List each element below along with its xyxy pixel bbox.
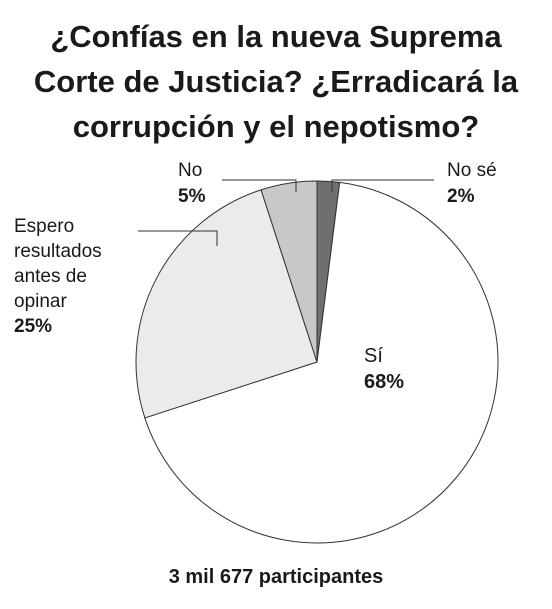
pie-slice-espero bbox=[135, 189, 318, 419]
slice-value-no-se: 2% bbox=[447, 186, 475, 207]
slice-value-espero: 25% bbox=[14, 316, 53, 337]
slice-name-no-se: No sé bbox=[447, 160, 497, 181]
slice-label-no: No 5% bbox=[178, 158, 205, 210]
participants-count: 3 mil 677 participantes bbox=[168, 566, 384, 588]
title-line-1: ¿Confías en la nueva Suprema bbox=[50, 19, 502, 54]
pie-slice-si bbox=[144, 181, 499, 544]
slice-name-espero-line-4: opinar bbox=[14, 291, 67, 312]
slice-label-no-se: No sé 2% bbox=[447, 158, 497, 210]
slice-name-espero-line-1: Espero bbox=[14, 216, 75, 237]
slice-name-si: Sí bbox=[364, 345, 383, 367]
title-line-2: Corte de Justicia? ¿Erradicará la bbox=[33, 64, 519, 99]
chart-title: ¿Confías en la nueva Suprema Corte de Ju… bbox=[0, 14, 552, 149]
leader-line-no-se bbox=[331, 179, 434, 192]
slice-label-si: Sí 68% bbox=[364, 343, 404, 395]
leader-line-espero bbox=[138, 230, 218, 246]
slice-value-si: 68% bbox=[364, 371, 405, 393]
slice-name-espero-line-2: resultados bbox=[14, 241, 102, 262]
slice-name-espero-line-3: antes de bbox=[14, 266, 87, 287]
slice-value-no: 5% bbox=[178, 186, 206, 207]
title-line-3: corrupción y el nepotismo? bbox=[72, 109, 480, 144]
slice-name-no: No bbox=[178, 160, 203, 181]
pie-slice-no bbox=[260, 180, 318, 363]
slice-label-espero: Espero resultados antes de opinar 25% bbox=[14, 214, 102, 339]
leader-line-no bbox=[222, 179, 297, 192]
